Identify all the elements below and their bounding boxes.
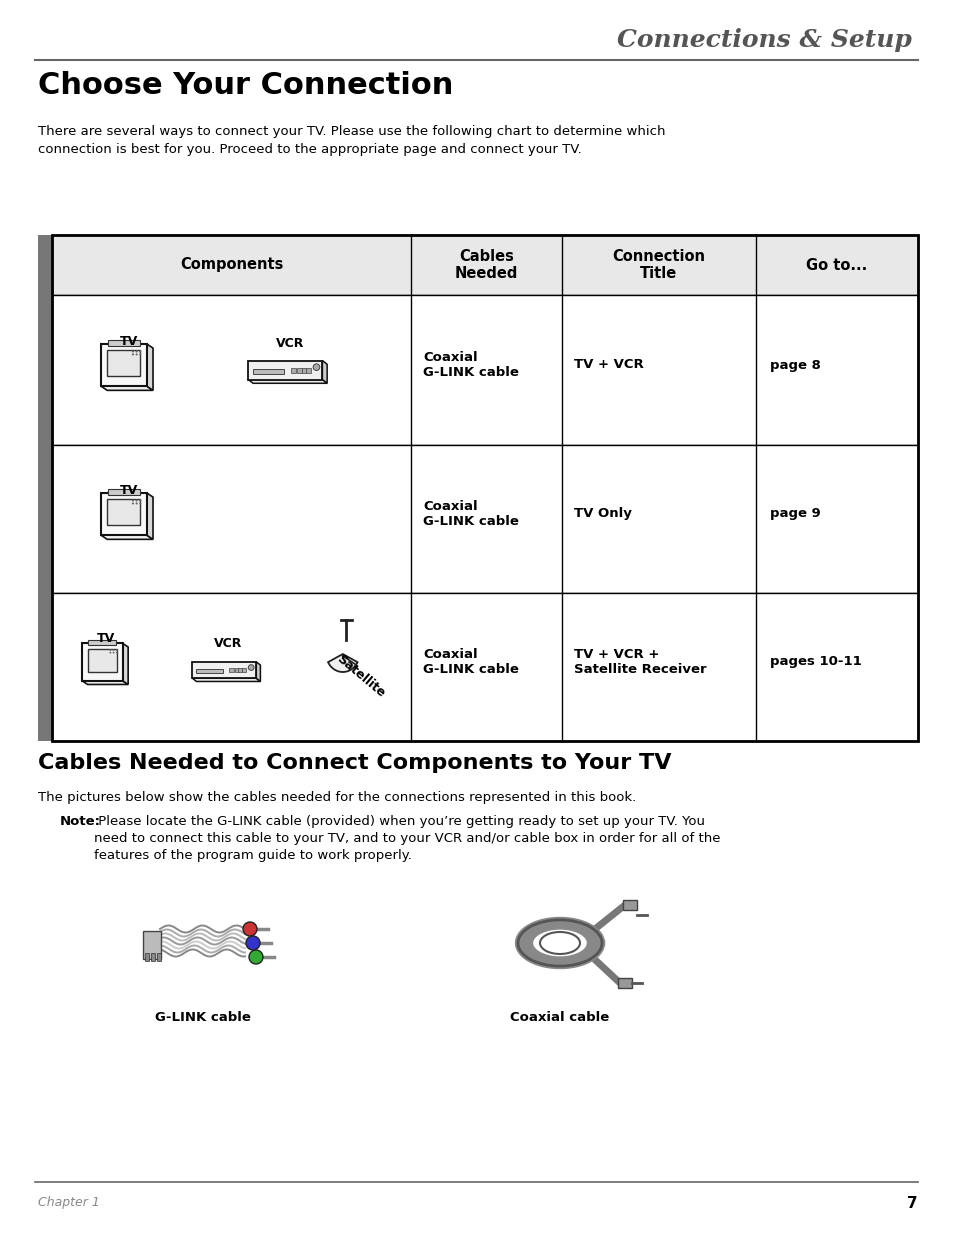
Polygon shape xyxy=(147,343,152,390)
Bar xyxy=(52,235,917,741)
Circle shape xyxy=(313,364,319,370)
Text: TV: TV xyxy=(97,632,115,645)
Bar xyxy=(145,953,149,961)
Text: Components: Components xyxy=(179,258,283,273)
Circle shape xyxy=(132,499,133,501)
Bar xyxy=(291,368,295,373)
Circle shape xyxy=(116,650,117,651)
Circle shape xyxy=(110,650,112,651)
Bar xyxy=(82,643,122,680)
Circle shape xyxy=(139,353,141,356)
Bar xyxy=(108,341,140,346)
Circle shape xyxy=(139,351,141,352)
Text: Cables Needed to Connect Components to Your TV: Cables Needed to Connect Components to Y… xyxy=(38,753,671,773)
Bar xyxy=(248,361,322,379)
Polygon shape xyxy=(193,678,260,682)
Bar xyxy=(622,900,637,910)
Polygon shape xyxy=(82,680,128,684)
Bar xyxy=(108,499,140,525)
Text: Connection
Title: Connection Title xyxy=(612,248,705,282)
Text: 7: 7 xyxy=(906,1195,917,1212)
Text: page 9: page 9 xyxy=(769,508,820,520)
Text: There are several ways to connect your TV. Please use the following chart to det: There are several ways to connect your T… xyxy=(38,125,665,156)
Bar xyxy=(52,235,917,295)
Text: Connections & Setup: Connections & Setup xyxy=(617,28,911,52)
Bar xyxy=(88,648,116,672)
Polygon shape xyxy=(256,662,260,682)
Text: Go to...: Go to... xyxy=(805,258,866,273)
Circle shape xyxy=(139,499,141,501)
Bar xyxy=(238,668,242,673)
Text: page 8: page 8 xyxy=(769,358,820,372)
Bar xyxy=(52,295,917,445)
Circle shape xyxy=(135,499,137,501)
Text: Coaxial
G-LINK cable: Coaxial G-LINK cable xyxy=(422,351,518,379)
Text: TV + VCR: TV + VCR xyxy=(574,358,643,372)
Circle shape xyxy=(243,923,256,936)
Circle shape xyxy=(132,351,133,352)
Ellipse shape xyxy=(539,932,579,953)
Text: Note:: Note: xyxy=(60,815,101,827)
Circle shape xyxy=(112,652,114,653)
Text: TV + VCR +
Satellite Receiver: TV + VCR + Satellite Receiver xyxy=(574,648,706,676)
Polygon shape xyxy=(322,361,327,383)
Bar xyxy=(242,668,246,673)
Circle shape xyxy=(139,503,141,504)
Polygon shape xyxy=(147,493,152,540)
Bar xyxy=(157,953,161,961)
Bar xyxy=(297,368,302,373)
Text: Coaxial
G-LINK cable: Coaxial G-LINK cable xyxy=(422,648,518,676)
Circle shape xyxy=(116,652,117,653)
Text: VCR: VCR xyxy=(275,337,304,350)
Circle shape xyxy=(112,650,114,651)
Polygon shape xyxy=(122,643,128,684)
Bar xyxy=(38,235,52,741)
Circle shape xyxy=(135,503,137,504)
Text: Chapter 1: Chapter 1 xyxy=(38,1195,100,1209)
Circle shape xyxy=(132,353,133,356)
Text: Choose Your Connection: Choose Your Connection xyxy=(38,70,453,100)
Bar xyxy=(193,662,256,678)
Bar xyxy=(101,343,147,387)
Bar xyxy=(52,445,917,593)
Text: TV: TV xyxy=(119,484,138,496)
Text: pages 10-11: pages 10-11 xyxy=(769,656,861,668)
Text: Cables
Needed: Cables Needed xyxy=(455,248,517,282)
Circle shape xyxy=(248,664,253,671)
Bar xyxy=(196,669,223,673)
Polygon shape xyxy=(101,387,152,390)
Bar xyxy=(618,978,631,988)
Text: TV: TV xyxy=(119,335,138,348)
Text: Satellite: Satellite xyxy=(334,652,387,700)
Bar xyxy=(253,369,284,374)
Bar xyxy=(52,593,917,741)
Bar xyxy=(229,668,233,673)
Bar xyxy=(301,368,306,373)
Circle shape xyxy=(135,351,137,352)
Circle shape xyxy=(132,503,133,504)
Text: Please locate the G-LINK cable (provided) when you’re getting ready to set up yo: Please locate the G-LINK cable (provided… xyxy=(94,815,720,862)
Text: Coaxial
G-LINK cable: Coaxial G-LINK cable xyxy=(422,500,518,529)
Bar xyxy=(108,489,140,495)
Text: VCR: VCR xyxy=(213,637,242,650)
Polygon shape xyxy=(328,655,357,672)
Bar xyxy=(143,931,161,960)
Text: Coaxial cable: Coaxial cable xyxy=(510,1011,609,1024)
Text: The pictures below show the cables needed for the connections represented in thi: The pictures below show the cables neede… xyxy=(38,790,636,804)
Circle shape xyxy=(249,950,263,965)
Polygon shape xyxy=(248,379,327,383)
Bar xyxy=(101,493,147,535)
Circle shape xyxy=(246,936,260,950)
Polygon shape xyxy=(101,535,152,540)
Circle shape xyxy=(135,353,137,356)
Bar xyxy=(151,953,154,961)
Circle shape xyxy=(110,652,112,653)
Text: G-LINK cable: G-LINK cable xyxy=(155,1011,251,1024)
Text: TV Only: TV Only xyxy=(574,508,631,520)
Bar xyxy=(88,640,116,645)
Bar xyxy=(108,350,140,375)
Bar xyxy=(234,668,238,673)
Bar xyxy=(306,368,311,373)
